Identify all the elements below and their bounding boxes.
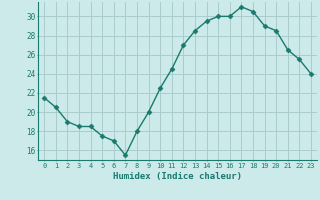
X-axis label: Humidex (Indice chaleur): Humidex (Indice chaleur) — [113, 172, 242, 181]
